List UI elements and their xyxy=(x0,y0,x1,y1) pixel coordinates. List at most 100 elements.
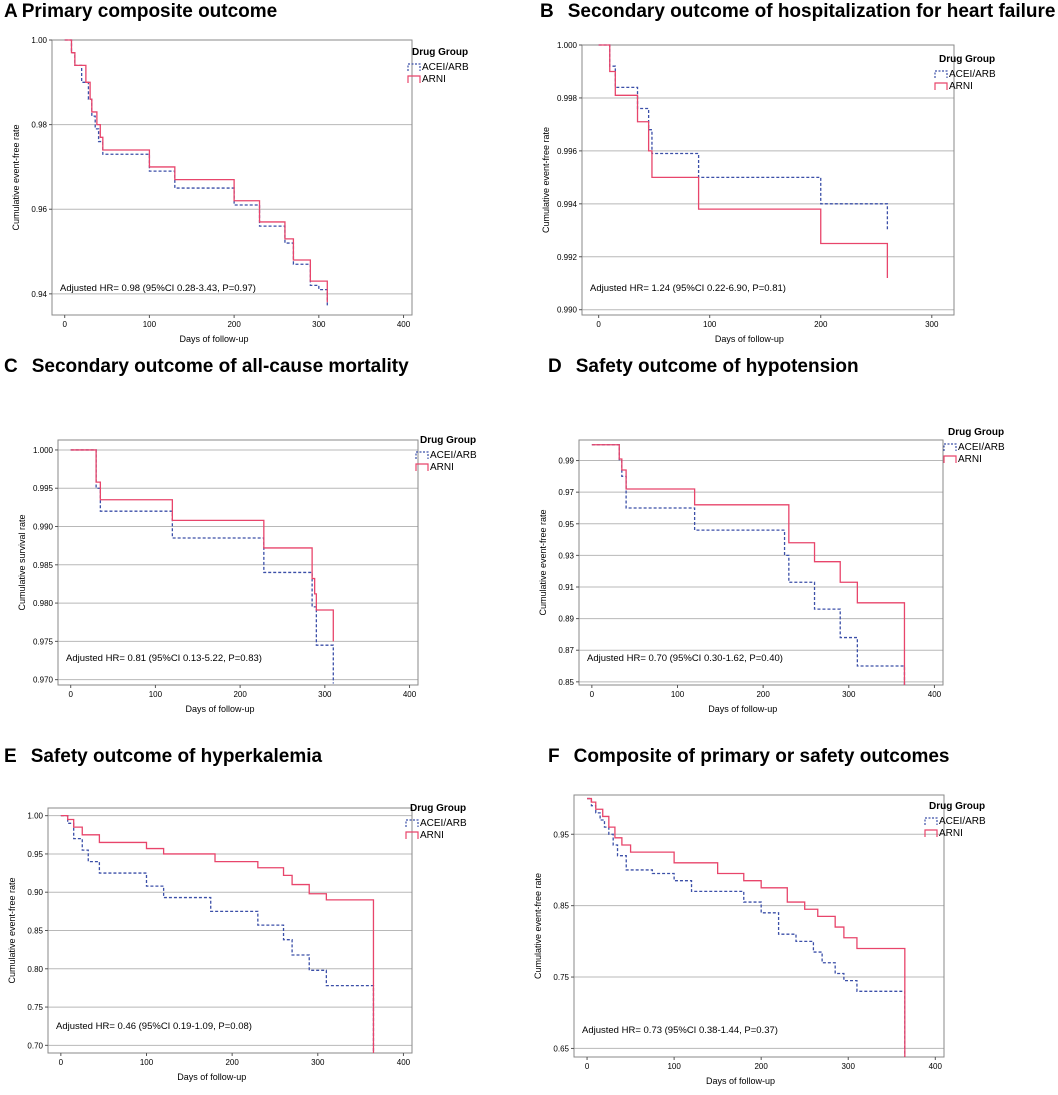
y-tick-label: 0.95 xyxy=(27,850,43,859)
x-tick-label: 300 xyxy=(311,1058,325,1067)
y-tick-label: 0.89 xyxy=(558,615,574,624)
legend-title: Drug Group xyxy=(929,801,985,812)
panel-letter: F xyxy=(548,746,560,767)
y-axis-label: Cumulative survival rate xyxy=(17,514,27,610)
legend-swatch xyxy=(405,819,419,827)
legend-title: Drug Group xyxy=(939,54,995,65)
plot-frame xyxy=(573,794,945,1058)
x-tick-label: 200 xyxy=(754,1062,768,1071)
series-line-arni xyxy=(598,44,889,278)
y-tick-label: 0.70 xyxy=(27,1041,43,1050)
x-tick-label: 100 xyxy=(140,1058,154,1067)
x-tick-label: 400 xyxy=(397,1058,411,1067)
series-line-arni xyxy=(64,39,328,303)
x-tick-label: 100 xyxy=(703,320,717,329)
hr-annotation: Adjusted HR= 0.73 (95%CI 0.38-1.44, P=0.… xyxy=(582,1025,778,1036)
y-axis-label: Cumulative event-free rate xyxy=(533,873,543,979)
panel-e: E Safety outcome of hyperkalemia 0.70 0.75 0… xyxy=(0,745,530,1095)
x-axis-label: Days of follow-up xyxy=(177,1072,246,1082)
x-tick-label: 300 xyxy=(312,320,326,329)
y-tick-label: 0.975 xyxy=(33,637,54,646)
y-tick-label: 0.998 xyxy=(557,94,578,103)
legend-title: Drug Group xyxy=(948,427,1004,438)
panel-letter: D xyxy=(548,356,562,377)
series-line-acei-arb xyxy=(598,44,889,231)
panel-letter: A xyxy=(4,1,18,22)
km-chart: 0.85 0.87 0.89 0.91 0.93 0.95 0.97 0.99 0 100 200 3… xyxy=(538,427,1005,714)
legend-swatch xyxy=(415,451,429,459)
series-line-acei-arb xyxy=(70,449,334,684)
panel-letter: E xyxy=(4,746,17,767)
series-line-arni xyxy=(591,444,906,685)
y-tick-label: 0.85 xyxy=(27,927,43,936)
y-tick-label: 0.990 xyxy=(33,523,54,532)
y-tick-label: 0.970 xyxy=(33,676,54,685)
panel-title-text: Secondary outcome of hospitalization for… xyxy=(567,1,1056,22)
x-tick-label: 200 xyxy=(227,320,241,329)
panel-letter: B xyxy=(540,1,554,22)
y-tick-label: 1.00 xyxy=(27,812,43,821)
hr-annotation: Adjusted HR= 0.98 (95%CI 0.28-3.43, P=0.… xyxy=(60,283,256,294)
legend-entry: ARNI xyxy=(422,74,446,85)
x-tick-label: 400 xyxy=(403,690,417,699)
x-tick-label: 200 xyxy=(233,690,247,699)
y-axis-label: Cumulative event-free rate xyxy=(538,509,548,615)
y-tick-label: 0.980 xyxy=(33,599,54,608)
x-tick-label: 300 xyxy=(925,320,939,329)
y-tick-label: 0.80 xyxy=(27,965,43,974)
y-tick-label: 1.00 xyxy=(31,36,47,45)
legend-entry: ARNI xyxy=(958,454,982,465)
x-tick-label: 400 xyxy=(929,1062,943,1071)
legend-entry: ACEI/ARB xyxy=(422,62,469,73)
panel-d: D Safety outcome of hypotension 0.85 0.87 0.… xyxy=(524,355,1054,714)
x-tick-label: 100 xyxy=(671,690,685,699)
y-axis-label: Cumulative event-free rate xyxy=(541,127,551,233)
km-chart: 0.970 0.975 0.980 0.985 0.990 0.995 1.000 0 100 2… xyxy=(17,435,477,714)
y-tick-label: 0.65 xyxy=(553,1044,569,1053)
panel-b: B Secondary outcome of hospitalization fo… xyxy=(524,0,1055,350)
y-tick-label: 0.99 xyxy=(558,457,574,466)
x-tick-label: 0 xyxy=(590,690,595,699)
y-tick-label: 0.98 xyxy=(31,121,47,130)
y-tick-label: 0.994 xyxy=(557,200,578,209)
hr-annotation: Adjusted HR= 0.70 (95%CI 0.30-1.62, P=0.… xyxy=(587,653,783,664)
y-tick-label: 0.995 xyxy=(33,484,54,493)
x-axis-label: Days of follow-up xyxy=(185,704,254,714)
y-tick-label: 0.75 xyxy=(27,1003,43,1012)
series-line-acei-arb xyxy=(591,444,906,685)
x-axis-label: Days of follow-up xyxy=(179,334,248,344)
x-tick-label: 300 xyxy=(318,690,332,699)
panel-title: B Secondary outcome of hospitalization fo… xyxy=(540,1,1055,23)
plot-frame xyxy=(57,439,419,686)
y-tick-label: 0.95 xyxy=(558,520,574,529)
y-tick-label: 0.94 xyxy=(31,290,47,299)
series-line-arni xyxy=(60,815,375,1053)
series-line-acei-arb xyxy=(587,797,906,1057)
x-tick-label: 0 xyxy=(68,690,73,699)
x-tick-label: 400 xyxy=(928,690,942,699)
panel-f: F Composite of primary or safety outcomes… xyxy=(524,745,1054,1095)
legend-swatch xyxy=(407,75,421,83)
x-tick-label: 100 xyxy=(667,1062,681,1071)
y-tick-label: 1.000 xyxy=(33,446,54,455)
y-tick-label: 0.91 xyxy=(558,583,574,592)
y-axis-label: Cumulative event-free rate xyxy=(11,124,21,230)
y-axis-label: Cumulative event-free rate xyxy=(7,877,17,983)
x-tick-label: 100 xyxy=(149,690,163,699)
panel-title-text: Safety outcome of hypotension xyxy=(575,356,859,377)
panel-title-text: Secondary outcome of all-cause mortality xyxy=(31,356,409,377)
hr-annotation: Adjusted HR= 0.81 (95%CI 0.13-5.22, P=0.… xyxy=(66,653,262,664)
x-axis-label: Days of follow-up xyxy=(706,1076,775,1086)
km-chart: 0.990 0.992 0.994 0.996 0.998 1.000 0 100 200 300… xyxy=(541,41,996,344)
legend-entry: ARNI xyxy=(939,828,963,839)
legend-title: Drug Group xyxy=(412,47,468,58)
km-chart: 0.70 0.75 0.80 0.85 0.90 0.95 1.00 0 100 200 300 40… xyxy=(7,803,467,1082)
km-chart: 0.65 0.75 0.85 0.95 0 100 200 300 400 Days of fol… xyxy=(533,794,986,1086)
x-tick-label: 200 xyxy=(814,320,828,329)
legend-entry: ACEI/ARB xyxy=(949,69,996,80)
y-tick-label: 0.75 xyxy=(553,973,569,982)
x-tick-label: 400 xyxy=(397,320,411,329)
